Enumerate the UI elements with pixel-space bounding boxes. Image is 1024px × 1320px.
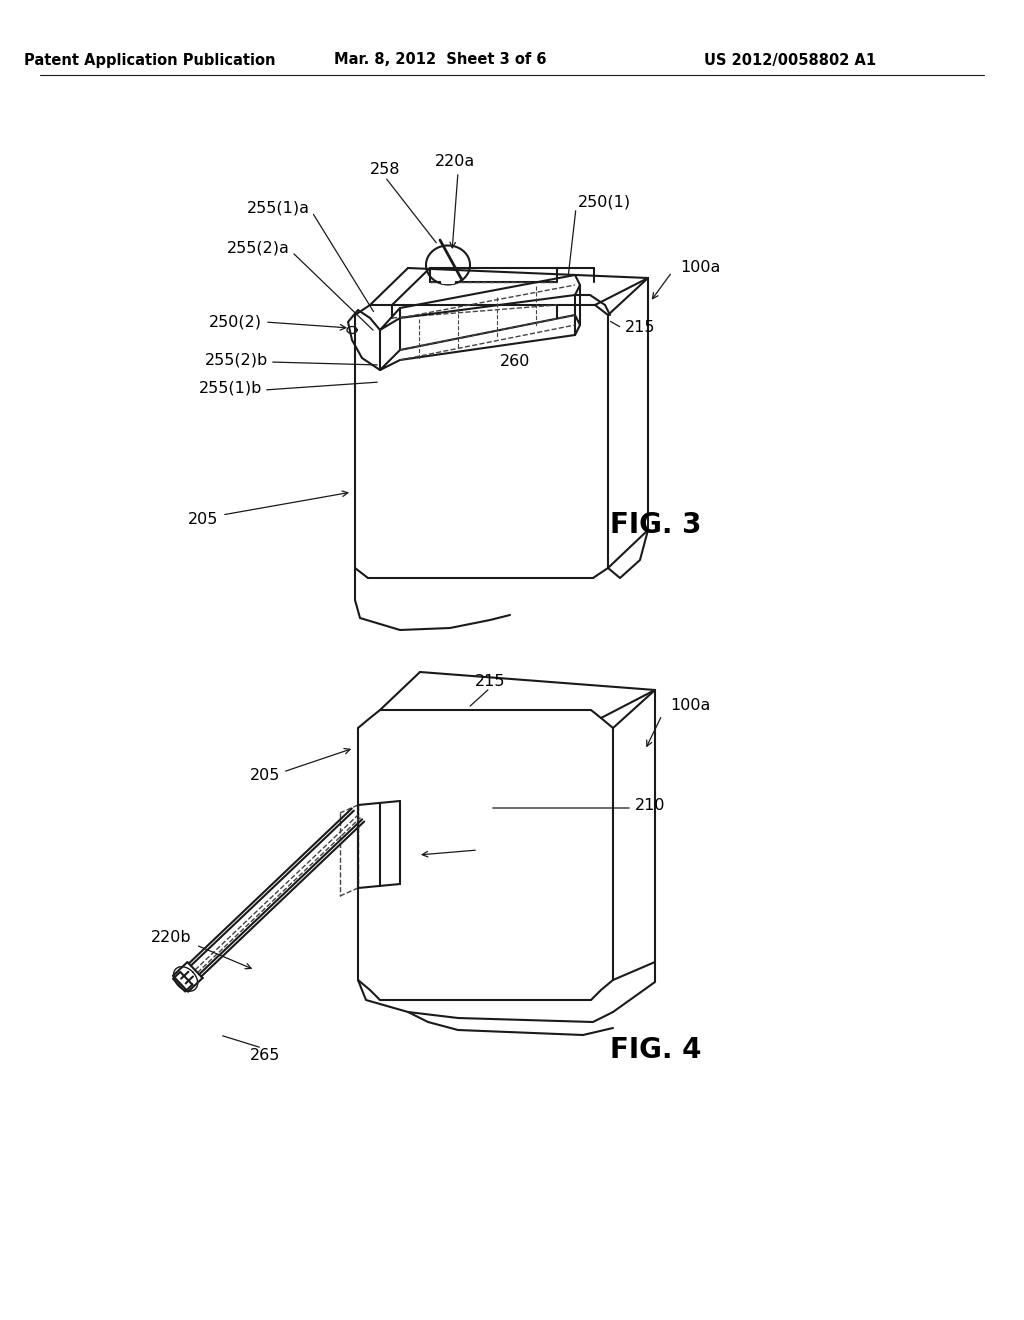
- Text: 250(2): 250(2): [209, 314, 262, 330]
- Text: 265: 265: [250, 1048, 281, 1063]
- Text: 255(1)a: 255(1)a: [247, 201, 310, 215]
- Text: US 2012/0058802 A1: US 2012/0058802 A1: [703, 53, 877, 67]
- Text: 215: 215: [475, 675, 505, 689]
- Text: 205: 205: [187, 512, 218, 528]
- Text: Mar. 8, 2012  Sheet 3 of 6: Mar. 8, 2012 Sheet 3 of 6: [334, 53, 546, 67]
- Text: Patent Application Publication: Patent Application Publication: [25, 53, 275, 67]
- Text: FIG. 4: FIG. 4: [610, 1036, 701, 1064]
- Text: 258: 258: [370, 162, 400, 177]
- Text: 220a: 220a: [435, 154, 475, 169]
- Text: 215: 215: [625, 321, 655, 335]
- Text: 260: 260: [500, 355, 530, 370]
- Text: 255(1)b: 255(1)b: [199, 380, 262, 396]
- Text: 100a: 100a: [670, 697, 711, 713]
- Text: 210: 210: [635, 797, 666, 813]
- Text: 220b: 220b: [152, 931, 193, 945]
- Text: FIG. 3: FIG. 3: [610, 511, 701, 539]
- Text: 205: 205: [250, 767, 280, 783]
- Text: 100a: 100a: [680, 260, 720, 276]
- Text: 255(2)a: 255(2)a: [227, 240, 290, 256]
- Text: 255(2)b: 255(2)b: [205, 352, 268, 367]
- Text: 250(1): 250(1): [578, 194, 631, 210]
